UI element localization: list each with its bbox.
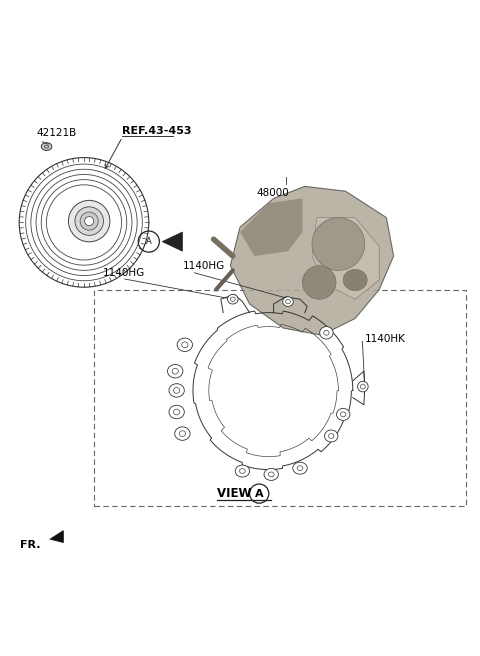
Ellipse shape — [324, 430, 338, 442]
Text: 1140HK: 1140HK — [365, 334, 406, 344]
Ellipse shape — [75, 207, 104, 236]
Ellipse shape — [264, 468, 278, 480]
Ellipse shape — [169, 405, 184, 419]
Ellipse shape — [312, 218, 365, 270]
Ellipse shape — [235, 465, 250, 477]
Ellipse shape — [336, 409, 350, 420]
Text: A: A — [146, 237, 152, 246]
Ellipse shape — [69, 200, 110, 242]
Polygon shape — [162, 232, 182, 251]
Ellipse shape — [84, 216, 94, 226]
Ellipse shape — [169, 384, 184, 397]
Text: VIEW: VIEW — [217, 487, 255, 500]
Ellipse shape — [168, 365, 183, 378]
Text: 1140HG: 1140HG — [182, 261, 225, 272]
Ellipse shape — [283, 297, 293, 306]
Ellipse shape — [228, 295, 238, 304]
Ellipse shape — [177, 338, 192, 352]
Ellipse shape — [358, 381, 368, 392]
Ellipse shape — [293, 462, 307, 474]
Text: REF.43-453: REF.43-453 — [122, 126, 192, 136]
Text: 48000: 48000 — [257, 188, 289, 198]
Ellipse shape — [320, 327, 333, 339]
Polygon shape — [240, 198, 302, 256]
Ellipse shape — [175, 427, 190, 440]
Polygon shape — [50, 531, 63, 543]
Text: FR.: FR. — [20, 540, 41, 550]
Ellipse shape — [80, 212, 98, 230]
Text: A: A — [255, 489, 264, 499]
Text: 42121B: 42121B — [36, 129, 76, 138]
Ellipse shape — [302, 266, 336, 299]
Polygon shape — [230, 186, 394, 335]
Ellipse shape — [41, 143, 52, 150]
Ellipse shape — [343, 270, 367, 291]
Text: 1140HG: 1140HG — [103, 268, 145, 277]
Polygon shape — [312, 218, 379, 299]
